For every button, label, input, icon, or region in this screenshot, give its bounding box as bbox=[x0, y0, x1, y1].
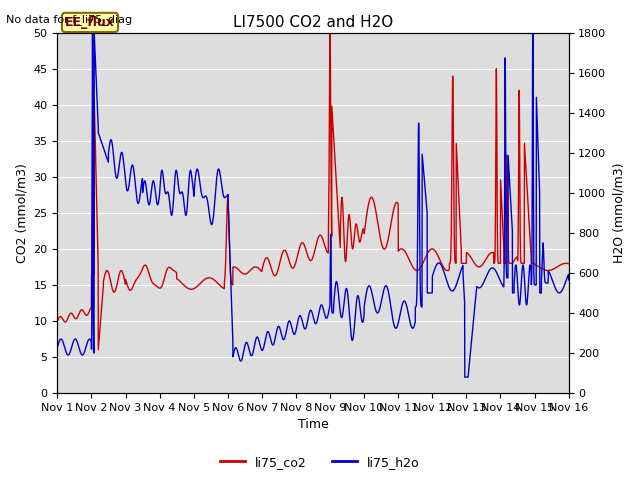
Y-axis label: H2O (mmol/m3): H2O (mmol/m3) bbox=[612, 163, 625, 263]
li75_co2 bbox=[112, 286, 120, 292]
li75_h2o bbox=[142, 183, 150, 189]
li75_co2 bbox=[250, 264, 257, 270]
li75_h2o bbox=[500, 284, 508, 289]
li75_h2o bbox=[529, 30, 537, 36]
Legend: li75_co2, li75_h2o: li75_co2, li75_h2o bbox=[215, 451, 425, 474]
li75_co2 bbox=[95, 347, 102, 353]
li75_co2 bbox=[326, 31, 334, 37]
li75_h2o bbox=[555, 290, 563, 296]
li75_h2o bbox=[461, 374, 468, 380]
Text: EE_flux: EE_flux bbox=[65, 16, 115, 29]
li75_h2o bbox=[564, 277, 572, 283]
Text: No data for f_li75_diag: No data for f_li75_diag bbox=[6, 14, 132, 25]
li75_h2o bbox=[112, 172, 120, 178]
li75_h2o bbox=[272, 334, 280, 339]
li75_co2 bbox=[272, 273, 280, 278]
li75_h2o bbox=[54, 344, 61, 350]
X-axis label: Time: Time bbox=[298, 419, 328, 432]
li75_co2 bbox=[564, 261, 572, 266]
li75_co2 bbox=[500, 246, 508, 252]
li75_co2 bbox=[142, 263, 150, 269]
Y-axis label: CO2 (mmol/m3): CO2 (mmol/m3) bbox=[15, 163, 28, 263]
li75_co2 bbox=[555, 263, 563, 269]
Line: li75_h2o: li75_h2o bbox=[58, 33, 568, 377]
li75_co2 bbox=[54, 318, 61, 324]
Line: li75_co2: li75_co2 bbox=[58, 34, 568, 350]
li75_h2o bbox=[250, 348, 257, 354]
Title: LI7500 CO2 and H2O: LI7500 CO2 and H2O bbox=[233, 15, 393, 30]
